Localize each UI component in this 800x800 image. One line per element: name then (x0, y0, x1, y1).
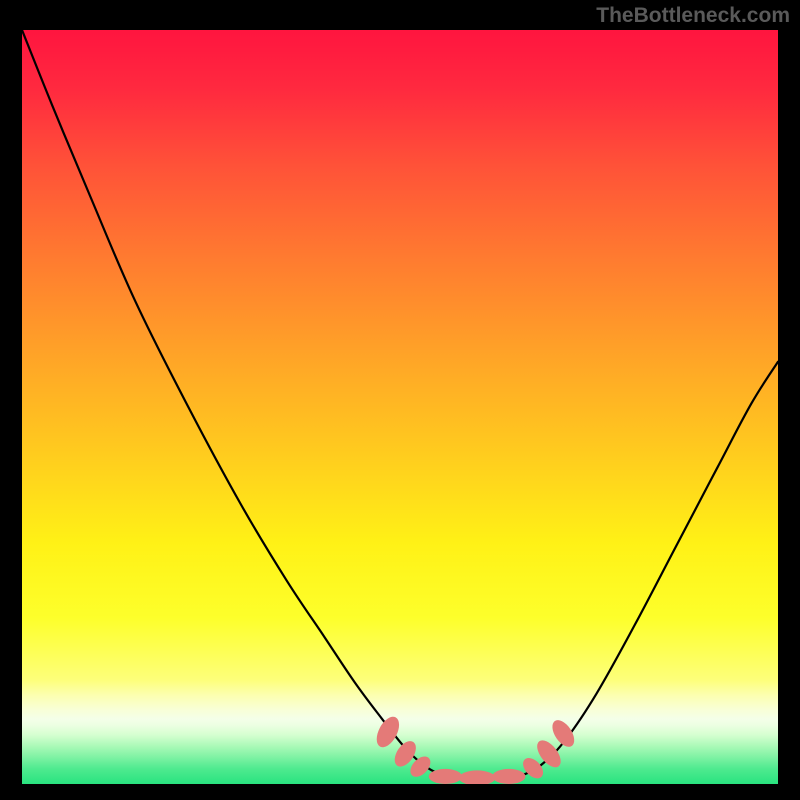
curve-path (22, 30, 778, 779)
marker-left-shoulder (372, 713, 404, 751)
marker-valley (492, 769, 525, 784)
plot-area (22, 30, 778, 784)
chart-frame: TheBottleneck.com (0, 0, 800, 800)
marker-valley (459, 770, 495, 784)
marker-right-shoulder (548, 716, 579, 750)
marker-valley (429, 769, 462, 784)
attribution-text: TheBottleneck.com (596, 4, 790, 28)
bottleneck-curve (22, 30, 778, 784)
